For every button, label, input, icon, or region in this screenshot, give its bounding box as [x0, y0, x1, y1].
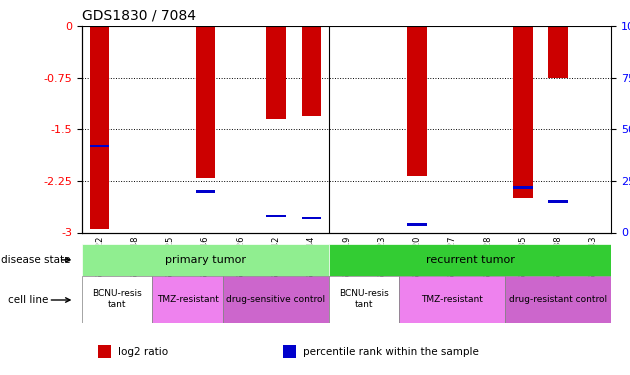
Bar: [82, 276, 152, 322]
Bar: [302, 217, 321, 219]
Bar: [513, 186, 532, 189]
Text: drug-resistant control: drug-resistant control: [509, 295, 607, 304]
Bar: [329, 276, 399, 322]
Text: TMZ-resistant: TMZ-resistant: [157, 295, 219, 304]
Bar: [549, 26, 568, 78]
Bar: [505, 276, 611, 322]
Bar: [266, 214, 285, 217]
Text: percentile rank within the sample: percentile rank within the sample: [303, 347, 479, 357]
Bar: [399, 276, 505, 322]
Bar: [549, 200, 568, 203]
Text: GDS1830 / 7084: GDS1830 / 7084: [82, 8, 196, 22]
Text: disease state: disease state: [1, 255, 71, 265]
Bar: [223, 276, 329, 322]
Bar: [329, 244, 611, 276]
Bar: [283, 345, 296, 358]
Text: TMZ-resistant: TMZ-resistant: [421, 295, 483, 304]
Bar: [408, 223, 427, 226]
Bar: [196, 26, 215, 177]
Text: recurrent tumor: recurrent tumor: [425, 255, 515, 265]
Text: drug-sensitive control: drug-sensitive control: [226, 295, 326, 304]
Bar: [90, 144, 109, 147]
Text: cell line: cell line: [8, 295, 48, 305]
Text: BCNU-resis
tant: BCNU-resis tant: [93, 290, 142, 309]
Bar: [152, 276, 223, 322]
Bar: [266, 26, 285, 119]
Bar: [82, 244, 329, 276]
Text: BCNU-resis
tant: BCNU-resis tant: [340, 290, 389, 309]
Bar: [90, 26, 109, 229]
Text: primary tumor: primary tumor: [165, 255, 246, 265]
Text: log2 ratio: log2 ratio: [118, 347, 168, 357]
Bar: [408, 26, 427, 176]
Bar: [196, 190, 215, 193]
Bar: [302, 26, 321, 116]
Bar: [513, 26, 532, 198]
Bar: [98, 345, 111, 358]
